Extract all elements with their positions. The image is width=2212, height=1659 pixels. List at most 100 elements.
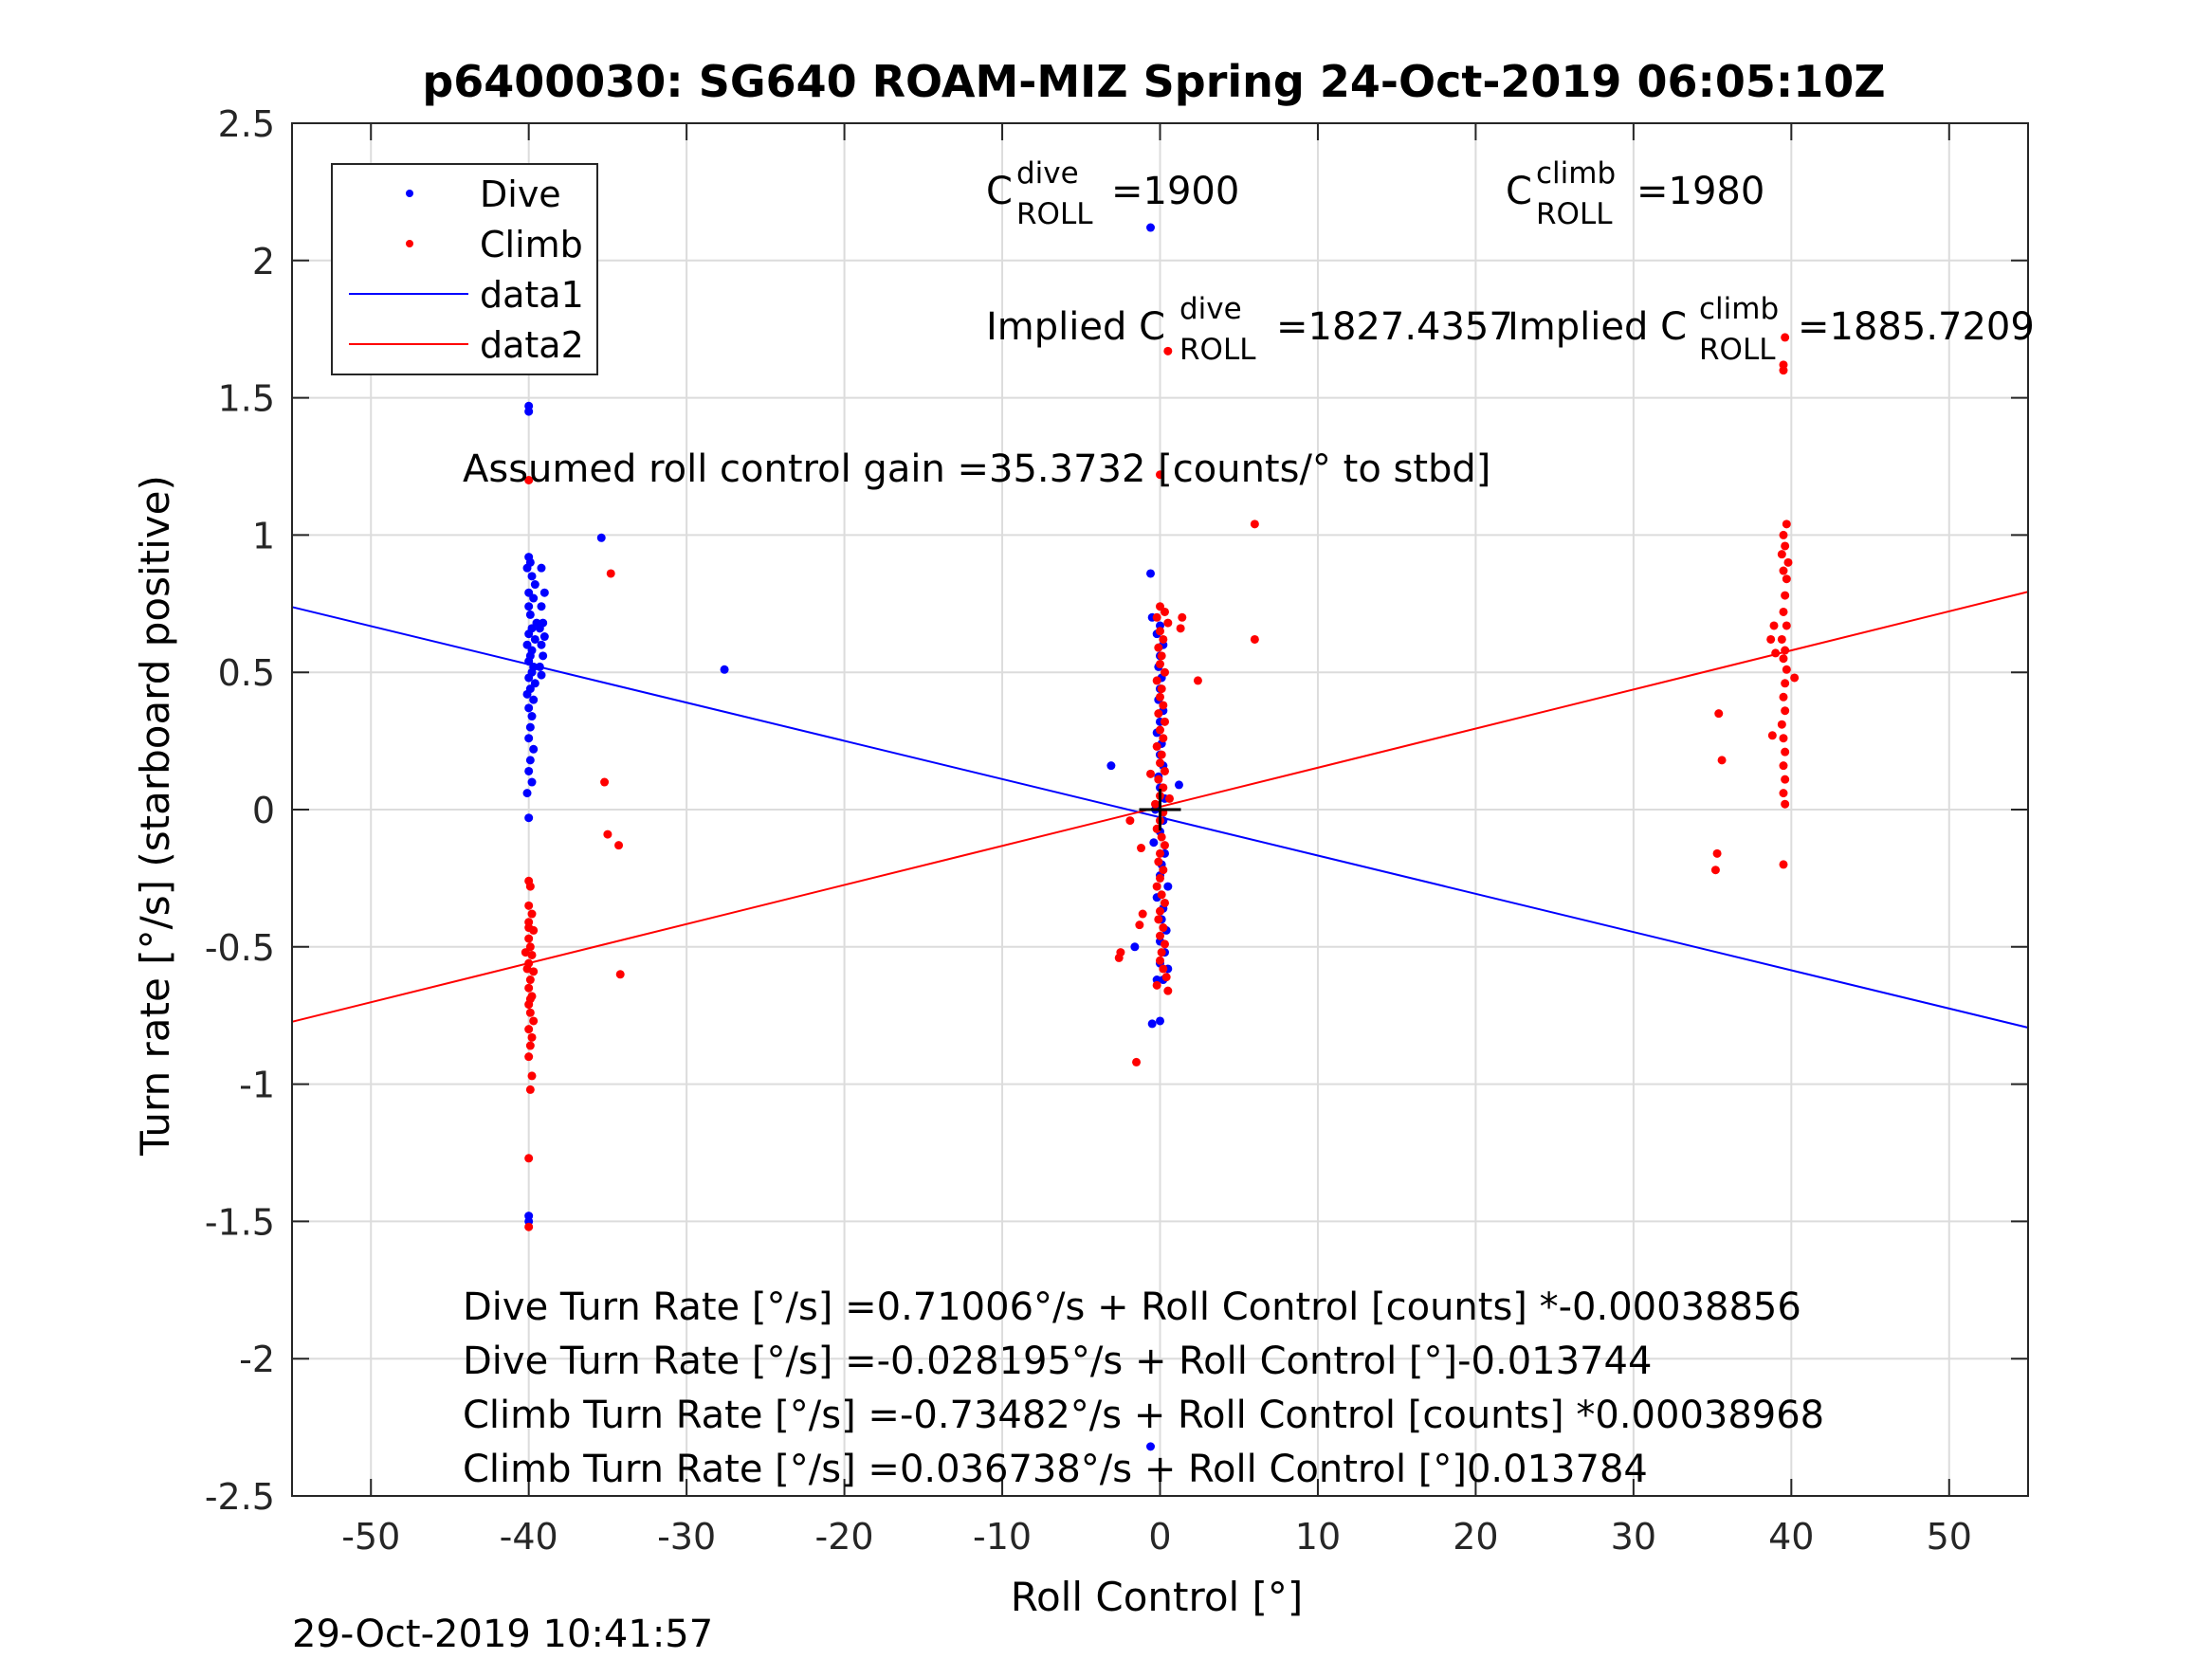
implied-dive-value: =1827.4357 <box>1276 305 1513 349</box>
legend-box <box>331 163 598 375</box>
dive-point <box>537 563 546 573</box>
dive-point <box>529 744 539 754</box>
dive-point <box>530 580 539 590</box>
climb-point <box>1156 931 1164 940</box>
c-dive-symbol: C <box>986 170 1013 213</box>
y-axis-label: Turn rate [°/s] (starboard positive) <box>132 475 178 1157</box>
climb-point <box>1717 756 1727 765</box>
climb-point <box>1157 832 1166 842</box>
implied-climb-value: =1885.7209 <box>1798 305 2035 349</box>
climb-point <box>529 1016 539 1026</box>
climb-point <box>524 934 534 943</box>
climb-point <box>1157 651 1166 661</box>
implied-c-dive-annotation: Implied C dive ROLL =1827.4357 <box>986 292 1513 367</box>
x-tick-label: -20 <box>815 1516 874 1558</box>
climb-point <box>1163 986 1173 995</box>
y-tick-label: 1 <box>252 515 275 556</box>
dive-point <box>535 624 544 633</box>
climb-point <box>1164 793 1174 803</box>
x-axis-label: Roll Control [°] <box>1011 1574 1304 1620</box>
climb-point <box>1135 921 1144 930</box>
implied-climb-label: Implied C <box>1508 305 1687 349</box>
x-tick-label: -10 <box>973 1516 1032 1558</box>
climb-point <box>1163 618 1173 628</box>
dive-point <box>1106 761 1116 771</box>
legend-data1-label: data1 <box>480 274 584 316</box>
climb-point <box>1156 873 1164 883</box>
climb-point <box>1779 566 1788 575</box>
dive-point <box>1146 569 1156 578</box>
climb-point <box>1782 621 1791 630</box>
dive-point <box>524 813 534 823</box>
dive-point <box>537 640 546 649</box>
dive-point <box>522 789 532 798</box>
c-dive-value: =1900 <box>1111 170 1239 213</box>
climb-point <box>524 1222 534 1231</box>
legend-climb-marker <box>406 240 413 247</box>
climb-point <box>1712 848 1722 858</box>
climb-point <box>1154 709 1163 719</box>
c-roll-climb-annotation: C climb ROLL =1980 <box>1506 156 1764 231</box>
climb-point <box>1156 956 1164 965</box>
dive-point <box>529 593 539 603</box>
dive-point <box>1174 780 1183 790</box>
dive-point <box>524 602 534 611</box>
climb-point <box>1782 665 1791 674</box>
x-tick-label: -30 <box>657 1516 716 1558</box>
climb-point <box>1152 882 1161 891</box>
climb-point <box>1161 973 1171 982</box>
climb-point <box>1779 607 1788 616</box>
climb-point <box>1790 673 1800 683</box>
climb-point <box>1157 684 1166 694</box>
climb-point <box>1146 769 1156 778</box>
climb-point <box>1159 866 1168 875</box>
climb-point <box>606 569 615 578</box>
c-climb-superscript: climb <box>1536 156 1616 191</box>
climb-point <box>524 1154 534 1163</box>
climb-point <box>1132 1057 1142 1066</box>
dive-point <box>524 629 534 639</box>
dive-point <box>524 734 534 743</box>
y-tick-label: -2 <box>239 1339 275 1380</box>
dive-point <box>524 673 534 683</box>
legend-data2-label: data2 <box>480 324 584 366</box>
dive-counts-equation: Dive Turn Rate [°/s] =0.71006°/s + Roll … <box>463 1285 1801 1329</box>
y-tick-label: 0 <box>252 790 275 831</box>
climb-point <box>1156 660 1164 669</box>
dive-degrees-equation: Dive Turn Rate [°/s] =-0.028195°/s + Rol… <box>463 1340 1652 1383</box>
climb-point <box>524 1052 534 1062</box>
dive-point <box>539 588 549 597</box>
climb-point <box>1138 909 1147 919</box>
climb-point <box>1779 692 1788 702</box>
climb-point <box>1156 627 1164 636</box>
implied-dive-subscript: ROLL <box>1179 333 1256 367</box>
climb-point <box>1176 624 1185 633</box>
dive-point <box>525 722 535 732</box>
climb-point <box>1782 574 1791 584</box>
climb-point <box>1781 799 1790 809</box>
climb-degrees-equation: Climb Turn Rate [°/s] =0.036738°/s + Rol… <box>463 1448 1648 1491</box>
dive-point <box>1156 1016 1164 1026</box>
climb-point <box>1154 643 1163 652</box>
climb-point <box>525 1041 535 1050</box>
climb-point <box>525 975 535 985</box>
climb-point <box>1178 612 1187 622</box>
climb-point <box>1163 346 1173 356</box>
climb-point <box>1160 607 1169 616</box>
climb-point <box>1160 939 1169 949</box>
implied-dive-superscript: dive <box>1179 292 1242 326</box>
y-tick-label: -1.5 <box>205 1201 275 1243</box>
climb-point <box>1152 612 1161 622</box>
dive-point <box>1149 838 1159 848</box>
y-tick-label: 1.5 <box>218 378 275 420</box>
climb-point <box>1160 841 1169 850</box>
climb-point <box>527 1032 537 1042</box>
climb-point <box>1779 789 1788 798</box>
implied-climb-superscript: climb <box>1699 292 1779 326</box>
climb-point <box>524 901 534 910</box>
dive-point <box>524 703 534 713</box>
climb-point <box>1781 591 1790 600</box>
dive-point <box>537 670 546 680</box>
dive-point <box>524 407 534 416</box>
